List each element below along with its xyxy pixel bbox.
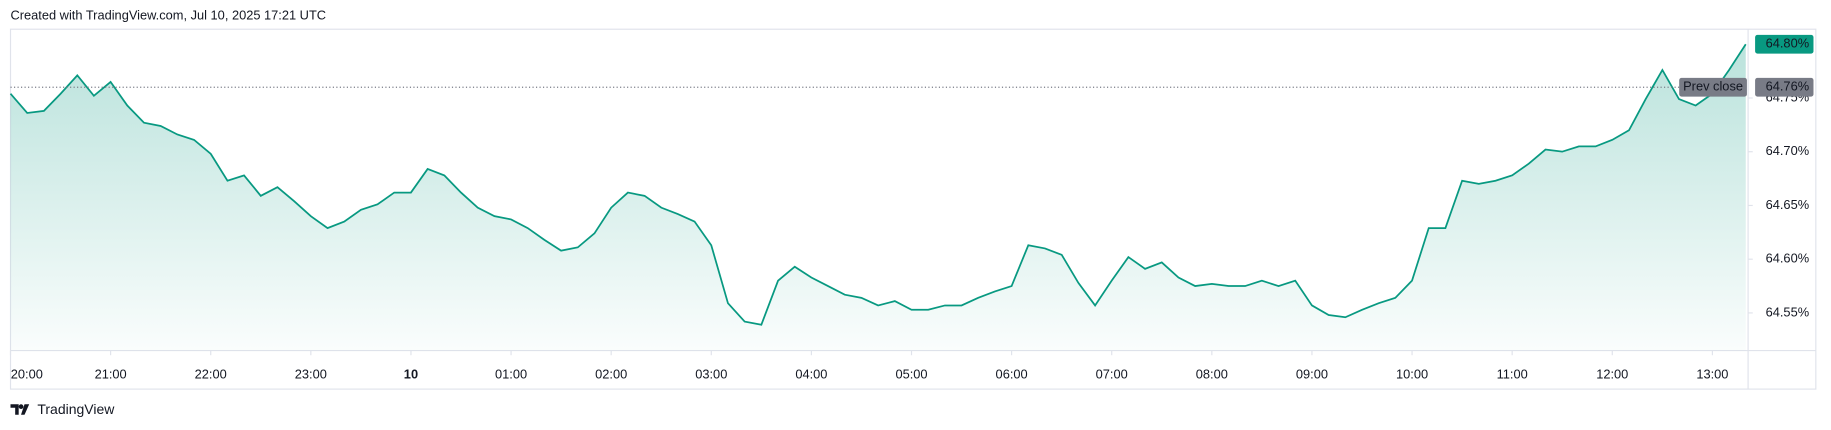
x-tick-label: 09:00 [1296, 366, 1328, 381]
last-price-tag [1755, 34, 1814, 54]
x-tick-label: 13:00 [1696, 366, 1728, 381]
x-tick-label: 04:00 [795, 366, 827, 381]
x-tick-label: 02:00 [595, 366, 627, 381]
y-tick-label: 64.70% [1766, 143, 1810, 158]
x-tick-label: 05:00 [895, 366, 927, 381]
x-tick-label: 20:00 [11, 366, 43, 381]
source: TradingView [37, 401, 115, 417]
y-tick-label: 64.60% [1766, 251, 1810, 266]
prev-close-value-tag [1755, 77, 1814, 97]
prev-close-value: 64.76% [1766, 79, 1810, 94]
x-tick-label: 22:00 [195, 366, 227, 381]
prev-close-tag [1679, 77, 1747, 97]
last-price-label: 64.80% [1766, 36, 1810, 51]
x-tick-label: 12:00 [1596, 366, 1628, 381]
logo: TradingView [10, 401, 115, 417]
area [10, 44, 1746, 351]
line [9, 43, 1747, 326]
x-tick-label: 08:00 [1196, 366, 1228, 381]
x-tick-label: 21:00 [95, 366, 127, 381]
x-tick-label: 10 [404, 366, 418, 381]
x-tick-label: 06:00 [996, 366, 1028, 381]
x-tick-label: 11:00 [1497, 366, 1528, 381]
prev-close-label: Prev close [1683, 79, 1743, 94]
x-tick-label: 23:00 [295, 366, 327, 381]
y-tick-label: 64.65% [1766, 197, 1810, 212]
chart-title: Created with TradingView.com, Jul 10, 20… [11, 8, 327, 23]
x-tick-label: 03:00 [695, 366, 727, 381]
x-tick-label: 01:00 [495, 366, 527, 381]
y-tick-label: 64.55% [1766, 304, 1810, 319]
x-tick-label: 07:00 [1096, 366, 1128, 381]
x-tick-label: 10:00 [1396, 366, 1428, 381]
